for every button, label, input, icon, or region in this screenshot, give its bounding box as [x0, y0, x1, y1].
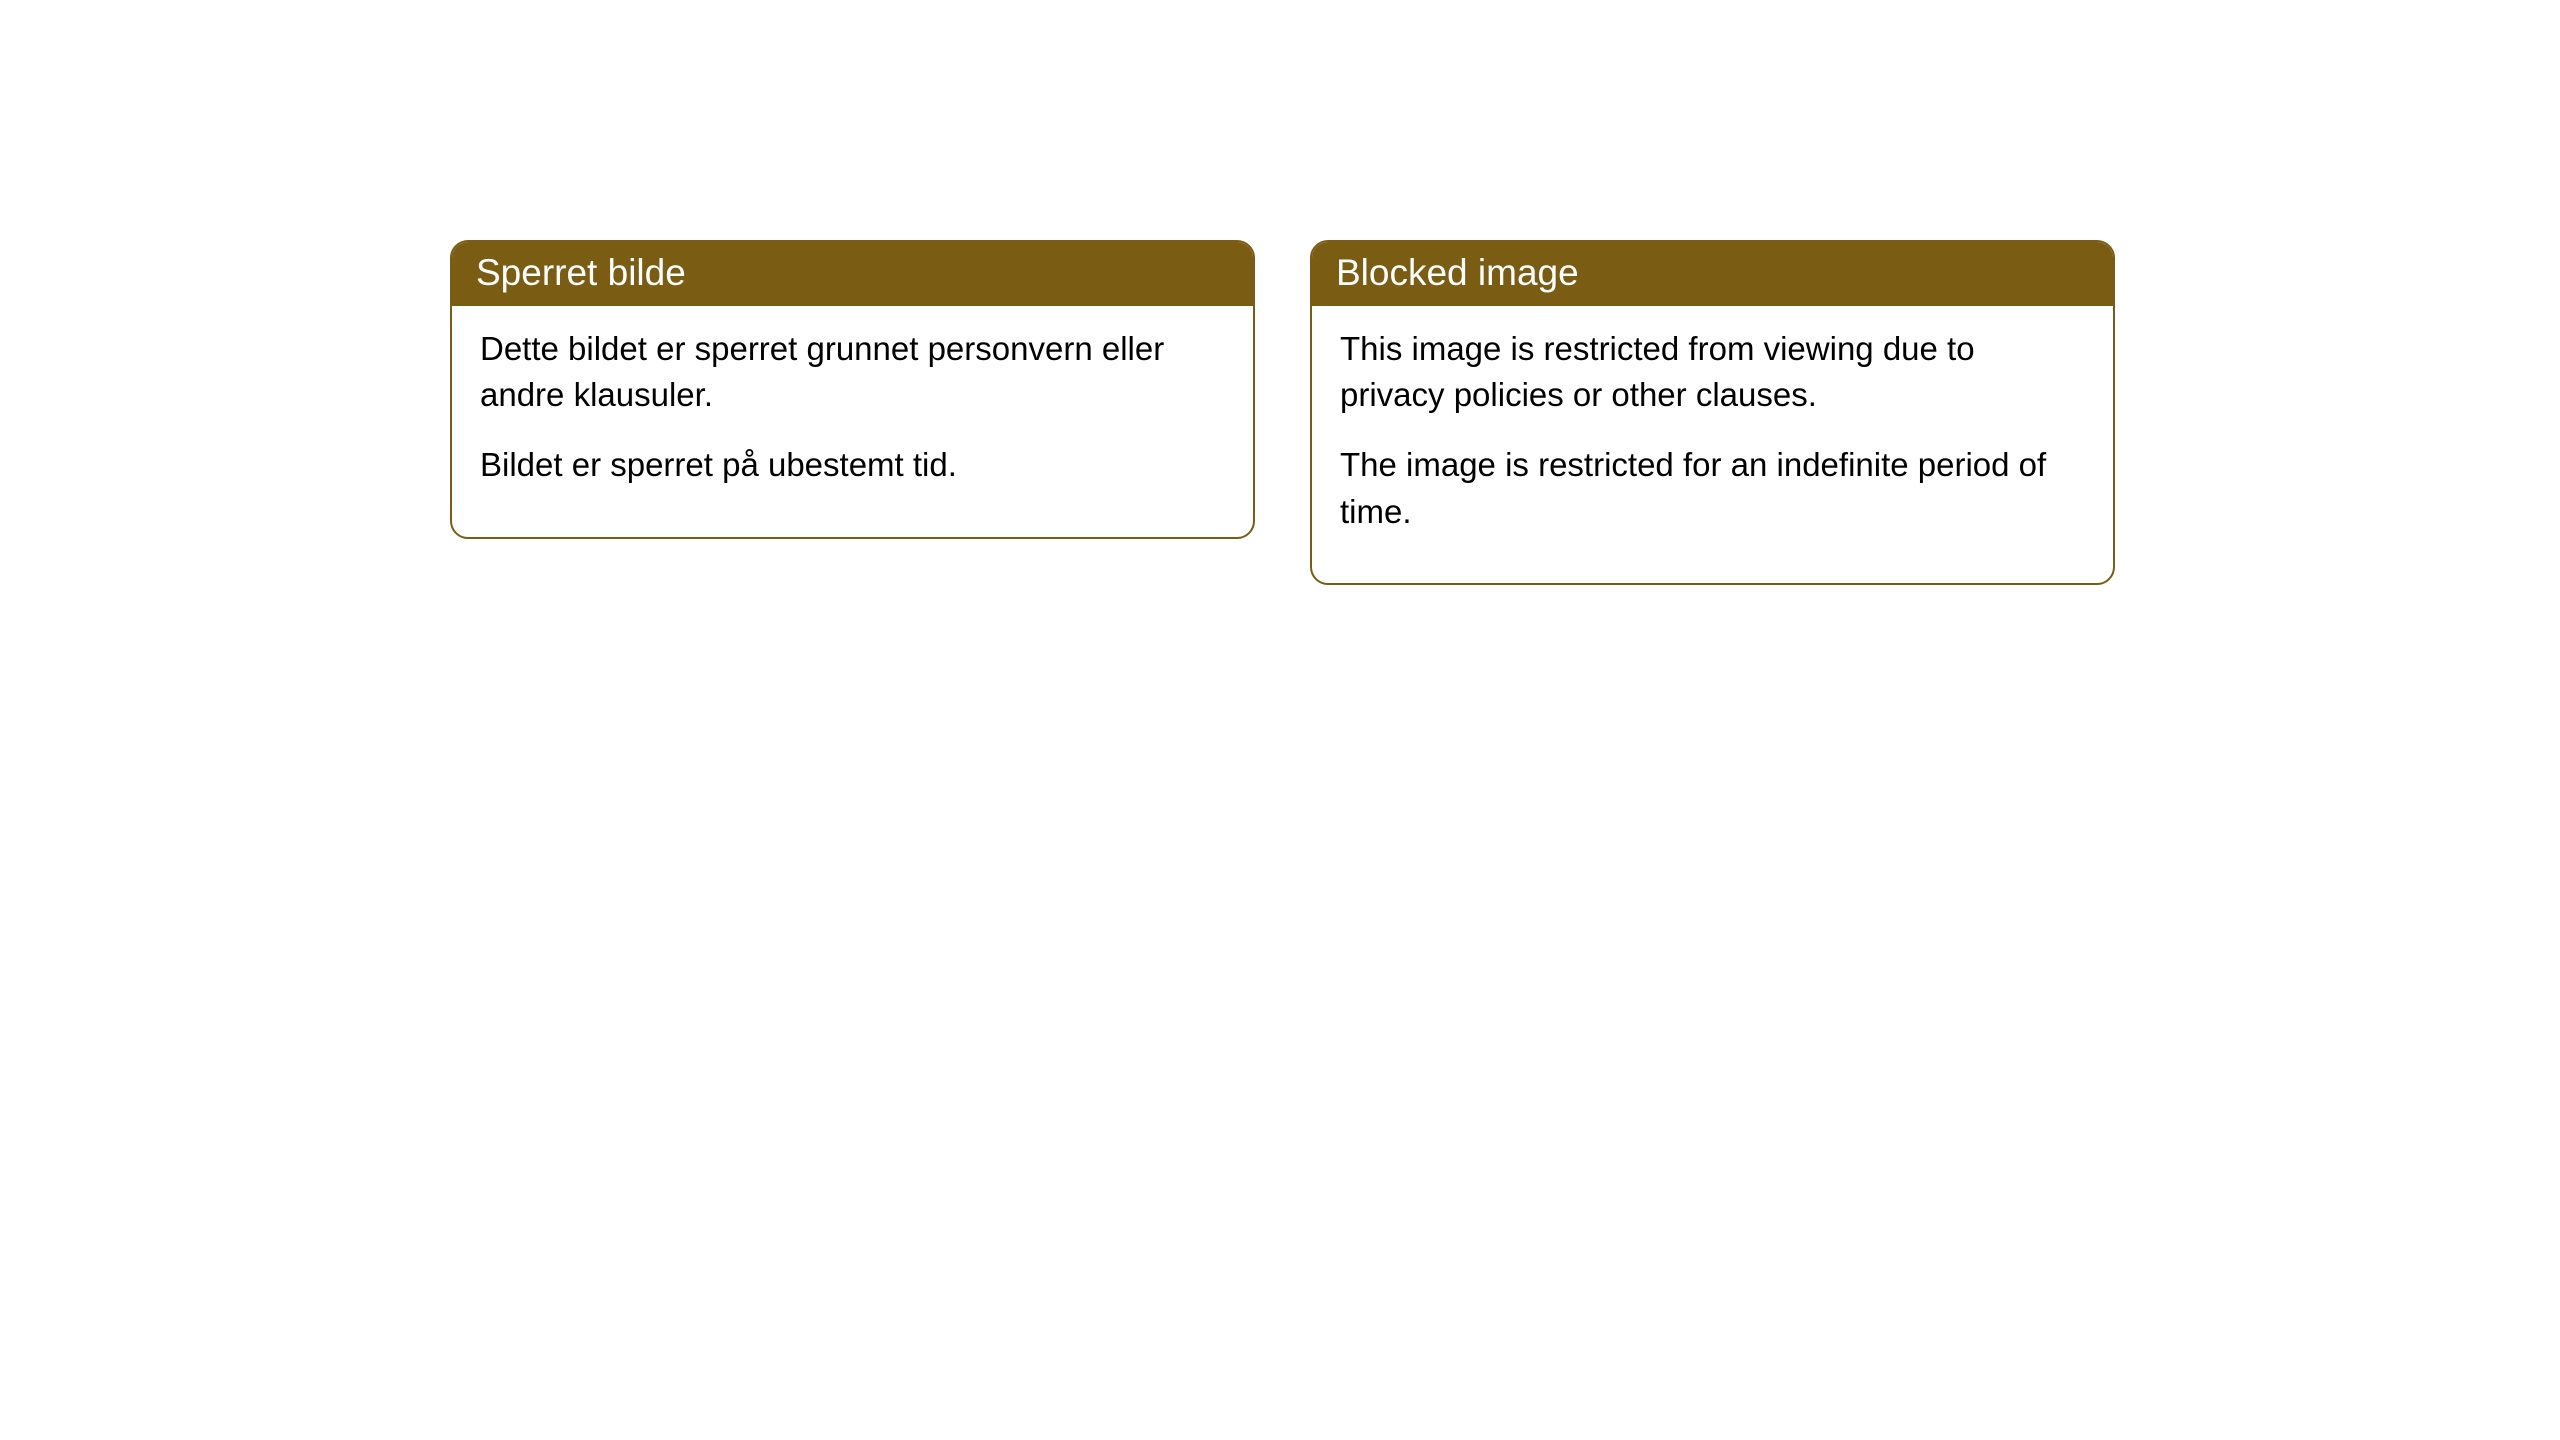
card-body-no: Dette bildet er sperret grunnet personve… — [452, 306, 1253, 537]
card-paragraph-2-en: The image is restricted for an indefinit… — [1340, 442, 2085, 534]
card-title-en: Blocked image — [1336, 252, 1579, 293]
card-title-no: Sperret bilde — [476, 252, 686, 293]
card-header-no: Sperret bilde — [452, 242, 1253, 306]
blocked-image-card-no: Sperret bilde Dette bildet er sperret gr… — [450, 240, 1255, 539]
card-body-en: This image is restricted from viewing du… — [1312, 306, 2113, 583]
card-paragraph-2-no: Bildet er sperret på ubestemt tid. — [480, 442, 1225, 488]
card-paragraph-1-no: Dette bildet er sperret grunnet personve… — [480, 326, 1225, 418]
card-paragraph-1-en: This image is restricted from viewing du… — [1340, 326, 2085, 418]
blocked-image-card-en: Blocked image This image is restricted f… — [1310, 240, 2115, 585]
card-header-en: Blocked image — [1312, 242, 2113, 306]
